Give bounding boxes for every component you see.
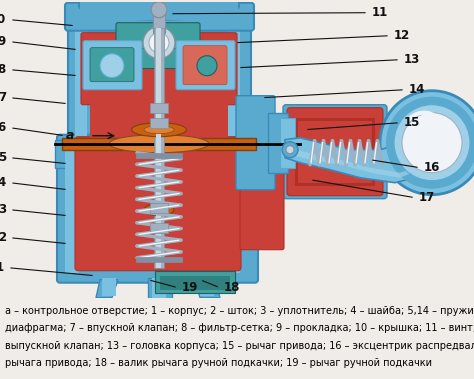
Bar — [228, 143, 240, 273]
Bar — [156, 28, 161, 268]
Polygon shape — [290, 148, 422, 178]
Text: рычага привода; 18 – валик рычага ручной подкачки; 19 – рычаг ручной подкачки: рычага привода; 18 – валик рычага ручной… — [5, 358, 432, 368]
Circle shape — [197, 56, 217, 76]
Bar — [65, 143, 79, 273]
Text: 2: 2 — [0, 231, 6, 244]
Ellipse shape — [131, 123, 186, 137]
Text: 7: 7 — [0, 91, 6, 104]
Circle shape — [386, 97, 474, 189]
Bar — [268, 113, 288, 173]
FancyBboxPatch shape — [116, 23, 200, 55]
Ellipse shape — [79, 0, 239, 20]
Ellipse shape — [144, 126, 174, 134]
Bar — [150, 203, 168, 213]
Ellipse shape — [109, 135, 209, 153]
Text: 3: 3 — [0, 203, 6, 216]
FancyBboxPatch shape — [68, 6, 251, 147]
Text: 4: 4 — [0, 176, 6, 189]
Bar — [128, 48, 190, 68]
Text: 5: 5 — [0, 151, 6, 164]
Bar — [152, 278, 166, 298]
Bar — [154, 28, 164, 268]
Bar — [136, 257, 182, 262]
Bar — [102, 278, 116, 296]
Text: 15: 15 — [404, 116, 420, 129]
Text: a: a — [66, 129, 74, 142]
Bar — [90, 98, 228, 143]
Bar — [153, 13, 165, 33]
Text: а – контрольное отверстие; 1 – корпус; 2 – шток; 3 – уплотнитель; 4 – шайба; 5,1: а – контрольное отверстие; 1 – корпус; 2… — [5, 306, 474, 316]
FancyBboxPatch shape — [75, 137, 241, 271]
Bar — [136, 153, 182, 158]
Text: 9: 9 — [0, 35, 6, 48]
FancyBboxPatch shape — [57, 135, 258, 283]
Bar — [55, 140, 260, 168]
Bar — [295, 118, 375, 186]
Circle shape — [282, 142, 298, 158]
Text: выпускной клапан; 13 – головка корпуса; 15 – рычаг привода; 16 – эксцентрик расп: выпускной клапан; 13 – головка корпуса; … — [5, 341, 474, 351]
Bar — [80, 2, 238, 20]
Text: 17: 17 — [419, 191, 435, 204]
Circle shape — [394, 105, 470, 181]
FancyBboxPatch shape — [236, 96, 275, 190]
Text: 6: 6 — [0, 121, 6, 134]
FancyBboxPatch shape — [183, 46, 227, 85]
FancyBboxPatch shape — [90, 48, 134, 82]
Bar — [200, 278, 214, 296]
Text: диафрагма; 7 – впускной клапан; 8 – фильтр-сетка; 9 – прокладка; 10 – крышка; 11: диафрагма; 7 – впускной клапан; 8 – филь… — [5, 323, 474, 333]
Text: 11: 11 — [372, 6, 388, 19]
Bar — [62, 138, 256, 150]
Circle shape — [286, 146, 294, 154]
Text: 8: 8 — [0, 63, 6, 76]
Bar — [150, 103, 168, 113]
Text: 10: 10 — [0, 13, 6, 26]
FancyBboxPatch shape — [240, 146, 284, 250]
Bar — [150, 118, 168, 128]
Bar — [298, 121, 372, 183]
Circle shape — [143, 27, 175, 59]
FancyBboxPatch shape — [81, 33, 237, 105]
Bar — [155, 271, 235, 293]
Bar — [160, 276, 230, 290]
Bar — [148, 278, 172, 298]
Text: 12: 12 — [394, 29, 410, 42]
FancyBboxPatch shape — [83, 41, 142, 90]
Text: 13: 13 — [404, 53, 420, 66]
FancyBboxPatch shape — [65, 3, 254, 31]
Text: 18: 18 — [224, 281, 240, 294]
Circle shape — [151, 2, 167, 18]
Text: 14: 14 — [409, 83, 425, 96]
Polygon shape — [285, 138, 430, 183]
Polygon shape — [96, 280, 118, 298]
Text: 19: 19 — [182, 281, 199, 294]
Circle shape — [100, 54, 124, 78]
Text: 16: 16 — [424, 161, 440, 174]
FancyBboxPatch shape — [176, 41, 235, 90]
Bar — [292, 114, 378, 190]
Circle shape — [149, 33, 169, 53]
Bar — [280, 118, 295, 168]
Circle shape — [380, 91, 474, 195]
FancyBboxPatch shape — [287, 108, 383, 196]
Bar — [150, 223, 168, 233]
Ellipse shape — [151, 206, 167, 213]
FancyBboxPatch shape — [283, 105, 387, 199]
Bar — [228, 18, 240, 138]
Ellipse shape — [144, 204, 174, 216]
Bar — [75, 18, 87, 138]
Polygon shape — [195, 280, 220, 298]
Circle shape — [402, 113, 462, 173]
Text: 1: 1 — [0, 261, 4, 274]
